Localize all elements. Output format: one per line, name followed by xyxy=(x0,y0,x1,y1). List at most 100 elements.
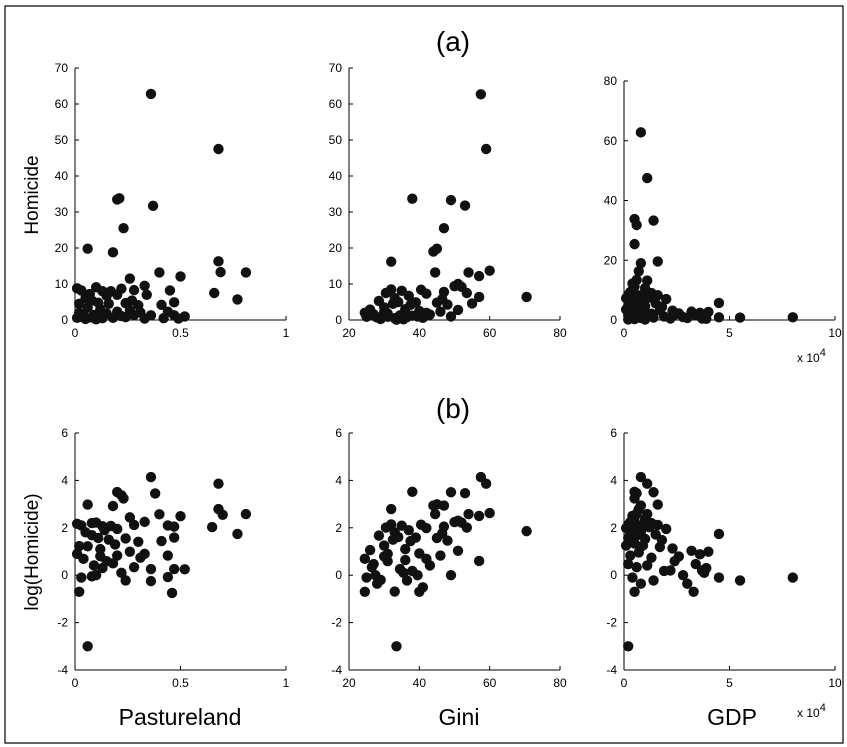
scatter-point xyxy=(521,525,532,537)
scatter-point xyxy=(787,312,798,323)
row-label-a: (a) xyxy=(436,26,470,57)
scatter-panel-a-gdp: 0 5 10 0 20 40 60 80 xyxy=(604,74,842,340)
scatter-point xyxy=(456,281,467,293)
scatter-point xyxy=(667,543,678,554)
y-label-log-homicide: log(Homicide) xyxy=(22,493,43,610)
y-tick-label: 30 xyxy=(55,205,69,219)
scatter-point xyxy=(124,546,136,557)
scatter-point xyxy=(459,200,471,211)
y-tick-label: 2 xyxy=(335,521,342,535)
scatter-point xyxy=(635,578,647,589)
scatter-point xyxy=(639,314,651,325)
x-tick-label: 0 xyxy=(621,326,628,340)
scatter-point xyxy=(473,291,485,303)
scatter-point xyxy=(629,493,640,504)
y-tick-label: 50 xyxy=(329,133,343,147)
scatter-point xyxy=(694,549,706,560)
scatter-point xyxy=(480,143,492,155)
scatter-point xyxy=(623,558,634,570)
scatter-point xyxy=(400,307,411,319)
scatter-point xyxy=(484,265,495,276)
scatter-point xyxy=(734,312,746,323)
scatter-point xyxy=(403,524,414,536)
scatter-point xyxy=(74,586,85,597)
y-tick-label: 20 xyxy=(604,253,618,267)
scatter-point xyxy=(145,88,157,100)
scatter-point xyxy=(421,288,432,299)
scatter-point xyxy=(620,540,632,551)
scatter-point xyxy=(95,305,106,316)
x-tick-label: 1 xyxy=(283,326,290,340)
scatter-point xyxy=(473,555,485,567)
scatter-point xyxy=(95,543,106,555)
scatter-point xyxy=(82,499,93,510)
scatter-point xyxy=(112,550,123,561)
y-tick-label: 70 xyxy=(329,61,343,75)
scatter-point xyxy=(162,571,174,583)
scatter-point xyxy=(631,561,642,573)
scatter-point xyxy=(209,287,220,299)
scatter-point xyxy=(361,572,372,583)
y-tick-label: -4 xyxy=(57,663,68,677)
y-tick-label: 0 xyxy=(335,568,342,582)
scatter-point xyxy=(414,548,425,559)
scatter-point xyxy=(145,563,157,575)
scatter-point xyxy=(366,561,378,573)
figure-frame xyxy=(4,5,844,744)
gdp-multiplier-b: x 104 xyxy=(797,702,826,720)
x-label-gini: Gini xyxy=(439,704,480,730)
scatter-point xyxy=(690,558,701,570)
scatter-point xyxy=(139,548,150,560)
scatter-point xyxy=(403,290,414,302)
scatter-point xyxy=(141,289,152,300)
scatter-point xyxy=(126,295,138,306)
scatter-point xyxy=(412,311,423,322)
scatter-point xyxy=(156,299,167,311)
scatter-point xyxy=(391,314,402,325)
scatter-point xyxy=(373,530,385,541)
svg-text:x 104: x 104 xyxy=(797,347,826,365)
scatter-point xyxy=(652,519,663,531)
y-tick-label: 6 xyxy=(61,426,68,440)
scatter-point xyxy=(635,471,647,483)
scatter-point xyxy=(370,311,381,322)
scatter-point xyxy=(99,524,110,536)
scatter-point xyxy=(154,267,165,278)
gdp-multiplier-a-exp: 4 xyxy=(820,347,826,359)
scatter-point xyxy=(133,536,144,547)
scatter-point xyxy=(118,223,129,234)
scatter-point xyxy=(128,309,140,321)
scatter-point xyxy=(456,517,467,528)
scatter-point xyxy=(93,532,104,544)
scatter-point xyxy=(701,313,712,325)
y-tick-label: 0 xyxy=(61,568,68,582)
scatter-point xyxy=(139,516,150,528)
scatter-point xyxy=(445,570,457,581)
scatter-point xyxy=(431,243,443,254)
scatter-point xyxy=(407,193,418,204)
scatter-point xyxy=(97,562,108,574)
y-tick-label: 2 xyxy=(610,521,617,535)
scatter-point xyxy=(633,547,644,558)
scatter-point xyxy=(713,572,725,583)
scatter-point xyxy=(232,528,243,540)
scatter-point xyxy=(648,312,659,323)
y-tick-label: 2 xyxy=(61,521,68,535)
row-label-b: (b) xyxy=(436,393,470,424)
scatter-point xyxy=(631,219,642,231)
scatter-point xyxy=(74,540,85,552)
scatter-point xyxy=(452,545,464,556)
scatter-point xyxy=(90,570,102,581)
scatter-point xyxy=(442,299,453,310)
x-tick-label: 10 xyxy=(828,676,842,690)
scatter-point xyxy=(76,285,87,296)
scatter-point xyxy=(435,550,446,561)
scatter-point xyxy=(109,539,121,550)
scatter-point xyxy=(629,586,640,597)
scatter-point xyxy=(473,510,485,522)
x-tick-label: 80 xyxy=(553,676,567,690)
scatter-point xyxy=(642,172,653,184)
scatter-point xyxy=(713,297,725,309)
x-tick-label: 0.5 xyxy=(172,676,189,690)
